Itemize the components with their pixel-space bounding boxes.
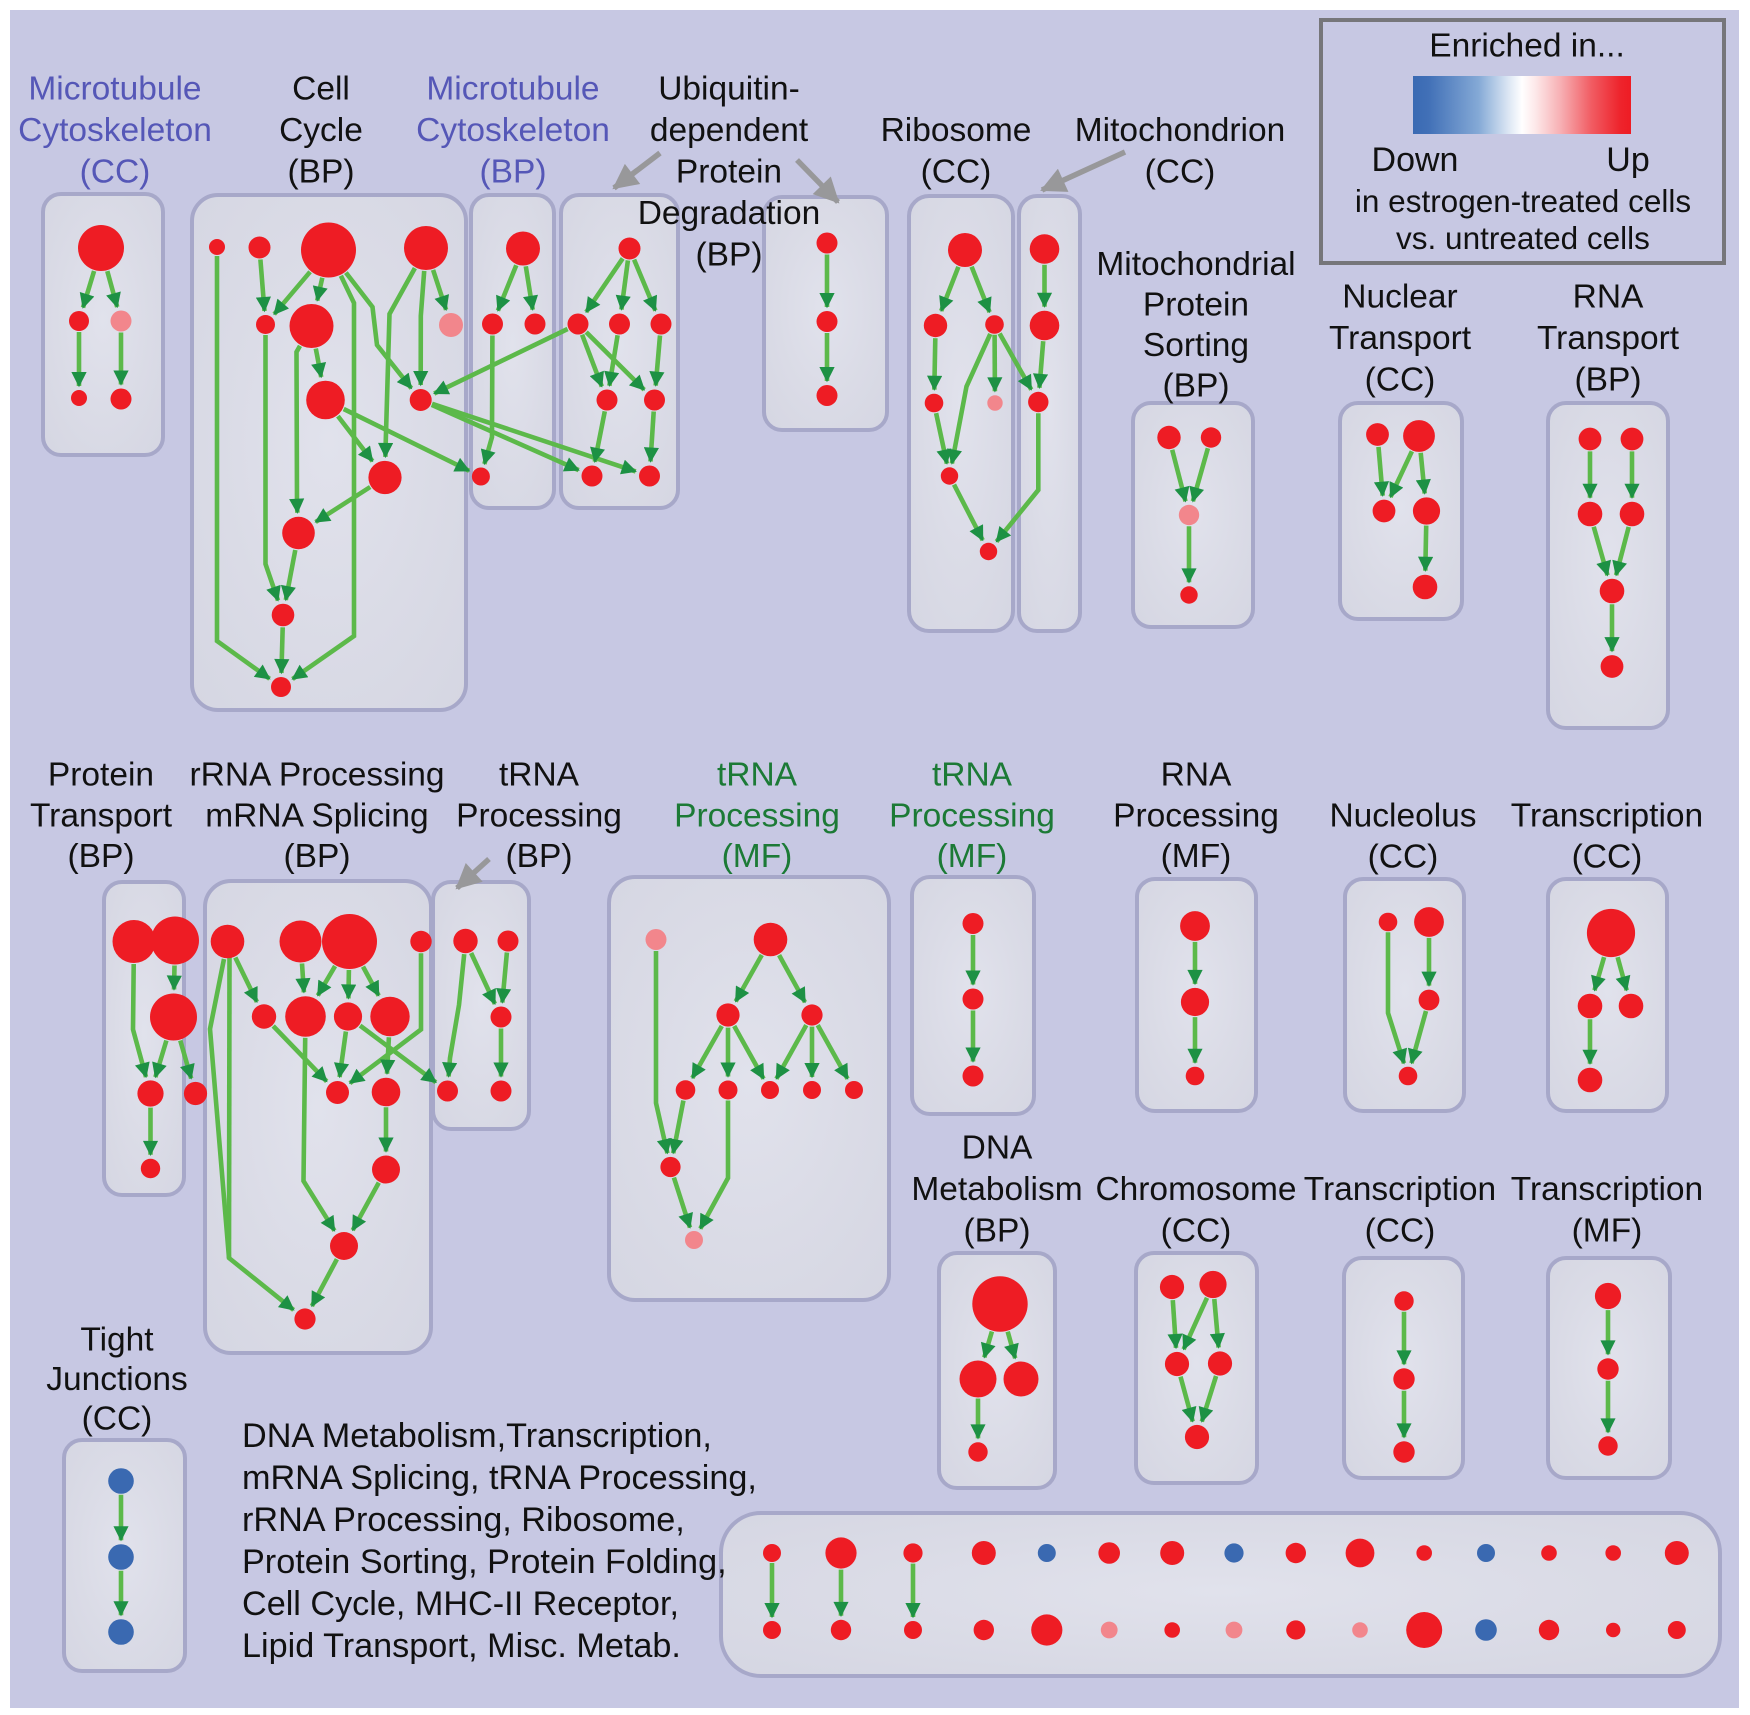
svg-text:(MF): (MF): [722, 838, 793, 875]
svg-text:tRNA: tRNA: [499, 757, 580, 794]
svg-text:Degradation: Degradation: [638, 195, 821, 232]
svg-text:vs. untreated cells: vs. untreated cells: [1396, 220, 1650, 256]
svg-text:(CC): (CC): [1572, 838, 1643, 875]
svg-text:(BP): (BP): [68, 838, 135, 875]
svg-text:Ubiquitin-: Ubiquitin-: [658, 71, 800, 108]
svg-text:(MF): (MF): [937, 838, 1008, 875]
svg-text:(BP): (BP): [1575, 362, 1642, 399]
svg-text:(CC): (CC): [80, 154, 151, 191]
svg-text:Microtubule: Microtubule: [28, 71, 201, 108]
svg-text:mRNA Splicing, tRNA Processing: mRNA Splicing, tRNA Processing,: [242, 1459, 757, 1497]
svg-text:RNA: RNA: [1573, 279, 1644, 316]
svg-text:Processing: Processing: [889, 797, 1055, 834]
svg-text:Processing: Processing: [1113, 797, 1279, 834]
svg-text:Protein: Protein: [48, 757, 154, 794]
svg-text:Lipid Transport, Misc. Metab.: Lipid Transport, Misc. Metab.: [242, 1627, 681, 1665]
svg-text:(BP): (BP): [1163, 368, 1230, 405]
svg-text:Cell Cycle, MHC-II Receptor,: Cell Cycle, MHC-II Receptor,: [242, 1585, 679, 1623]
svg-text:Protein Sorting, Protein Foldi: Protein Sorting, Protein Folding,: [242, 1543, 727, 1581]
svg-text:rRNA Processing, Ribosome,: rRNA Processing, Ribosome,: [242, 1501, 685, 1539]
svg-text:Cytoskeleton: Cytoskeleton: [416, 112, 610, 149]
svg-text:Junctions: Junctions: [46, 1361, 188, 1398]
svg-text:Ribosome: Ribosome: [881, 112, 1032, 149]
svg-text:Mitochondrion: Mitochondrion: [1075, 112, 1285, 149]
svg-text:rRNA Processing: rRNA Processing: [189, 757, 444, 794]
svg-text:Transcription: Transcription: [1511, 798, 1703, 835]
svg-text:tRNA: tRNA: [717, 757, 798, 794]
svg-text:tRNA: tRNA: [932, 757, 1013, 794]
svg-text:(BP): (BP): [964, 1213, 1031, 1250]
svg-text:(CC): (CC): [1365, 1213, 1436, 1250]
svg-text:(CC): (CC): [921, 154, 992, 191]
svg-text:(CC): (CC): [1145, 154, 1216, 191]
svg-text:(BP): (BP): [480, 154, 547, 191]
svg-text:(BP): (BP): [288, 154, 355, 191]
svg-text:(MF): (MF): [1572, 1213, 1643, 1250]
svg-text:Protein: Protein: [676, 154, 782, 191]
svg-text:(CC): (CC): [1365, 362, 1436, 399]
svg-text:Transport: Transport: [1329, 320, 1472, 357]
svg-text:Mitochondrial: Mitochondrial: [1096, 246, 1295, 283]
svg-text:Cell: Cell: [292, 71, 350, 108]
svg-text:(CC): (CC): [1161, 1213, 1232, 1250]
svg-text:(BP): (BP): [506, 838, 573, 875]
svg-text:DNA Metabolism,Transcription,: DNA Metabolism,Transcription,: [242, 1417, 712, 1455]
svg-text:Tight: Tight: [80, 1322, 154, 1359]
svg-text:Microtubule: Microtubule: [426, 71, 599, 108]
svg-text:Down: Down: [1372, 141, 1459, 179]
svg-text:Sorting: Sorting: [1143, 327, 1249, 364]
svg-text:Nuclear: Nuclear: [1342, 279, 1457, 316]
svg-text:Transcription: Transcription: [1304, 1171, 1496, 1208]
svg-text:Cycle: Cycle: [279, 112, 363, 149]
svg-text:Cytoskeleton: Cytoskeleton: [18, 112, 212, 149]
svg-text:(MF): (MF): [1161, 838, 1232, 875]
svg-text:(CC): (CC): [82, 1401, 153, 1438]
svg-text:Chromosome: Chromosome: [1095, 1171, 1296, 1208]
svg-text:(BP): (BP): [284, 838, 351, 875]
svg-text:RNA: RNA: [1161, 757, 1232, 794]
svg-text:Processing: Processing: [456, 797, 622, 834]
svg-text:Transport: Transport: [30, 797, 173, 834]
svg-text:DNA: DNA: [962, 1130, 1033, 1167]
svg-text:(CC): (CC): [1368, 838, 1439, 875]
svg-text:Protein: Protein: [1143, 287, 1249, 324]
svg-text:mRNA Splicing: mRNA Splicing: [205, 797, 428, 834]
svg-text:Enriched in...: Enriched in...: [1429, 28, 1625, 65]
svg-text:(BP): (BP): [696, 237, 763, 274]
svg-text:Processing: Processing: [674, 797, 840, 834]
svg-text:Transport: Transport: [1537, 320, 1680, 357]
svg-text:Metabolism: Metabolism: [911, 1171, 1082, 1208]
svg-text:Up: Up: [1606, 141, 1649, 179]
svg-text:dependent: dependent: [650, 112, 809, 149]
svg-text:Transcription: Transcription: [1511, 1171, 1703, 1208]
svg-text:in estrogen-treated cells: in estrogen-treated cells: [1355, 183, 1691, 219]
svg-text:Nucleolus: Nucleolus: [1329, 798, 1476, 835]
